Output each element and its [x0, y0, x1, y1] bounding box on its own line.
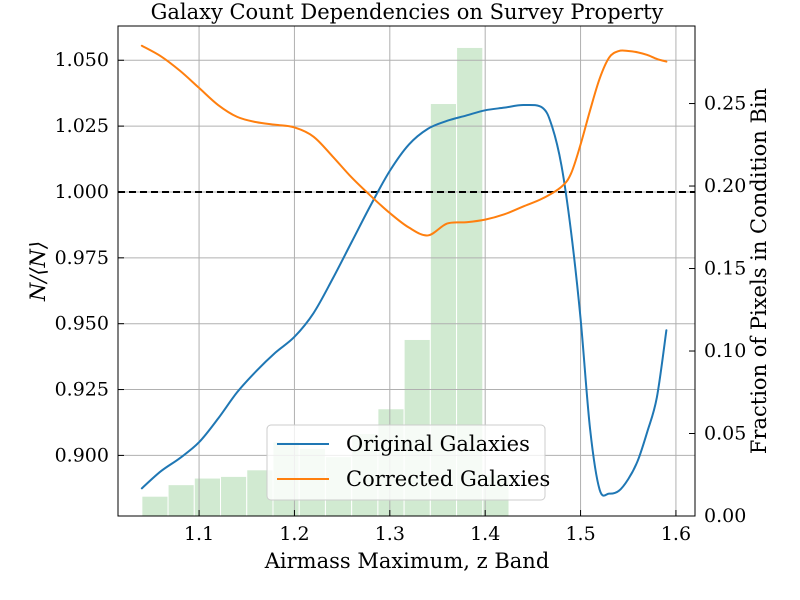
- y-axis-label: N/⟨N⟩: [26, 241, 50, 302]
- series-line-original: [140, 103, 668, 497]
- y-tick-label: 0.900: [55, 444, 109, 466]
- y-tick-label: 0.975: [55, 247, 109, 269]
- chart-title: Galaxy Count Dependencies on Survey Prop…: [151, 0, 664, 24]
- legend-label-corrected: Corrected Galaxies: [346, 467, 550, 491]
- y-tick-label: 0.950: [55, 313, 109, 335]
- y2-tick-label: 0.25: [704, 93, 746, 115]
- y-tick-label: 0.925: [55, 379, 109, 401]
- histogram-bar: [193, 477, 222, 517]
- y-tick-label: 1.025: [55, 115, 109, 137]
- x-tick-label: 1.5: [565, 523, 595, 545]
- y2-tick-label: 0.10: [704, 340, 746, 362]
- legend-label-original: Original Galaxies: [346, 432, 530, 456]
- series-line-corrected: [140, 44, 668, 237]
- histogram-bar: [167, 484, 195, 517]
- x-tick-label: 1.2: [279, 523, 309, 545]
- x-tick-label: 1.1: [184, 523, 214, 545]
- y2-tick-label: 0.05: [704, 423, 746, 445]
- y2-tick-label: 0.20: [704, 175, 746, 197]
- series-layer: [140, 44, 668, 497]
- tick-layer: 1.1 1.2 1.3 1.4 1.5 1.6 0.900 0.925 0.950 0.975 1.…: [55, 49, 747, 545]
- plot-frame: [117, 25, 696, 517]
- y2-axis-label: Fraction of Pixels in Condition Bin: [747, 88, 771, 454]
- histogram-bar: [220, 475, 248, 517]
- x-axis-label: Airmass Maximum, z Band: [264, 549, 550, 573]
- x-tick-label: 1.6: [661, 523, 691, 545]
- histogram-bar: [141, 495, 169, 517]
- y-tick-label: 1.000: [55, 181, 109, 203]
- y2-tick-label: 0.00: [704, 505, 746, 527]
- legend-box: [266, 424, 546, 501]
- y2-tick-label: 0.15: [704, 258, 746, 280]
- x-tick-label: 1.4: [470, 523, 500, 545]
- legend: Original Galaxies Corrected Galaxies: [266, 424, 550, 501]
- y-tick-label: 1.050: [55, 49, 109, 71]
- x-tick-label: 1.3: [375, 523, 405, 545]
